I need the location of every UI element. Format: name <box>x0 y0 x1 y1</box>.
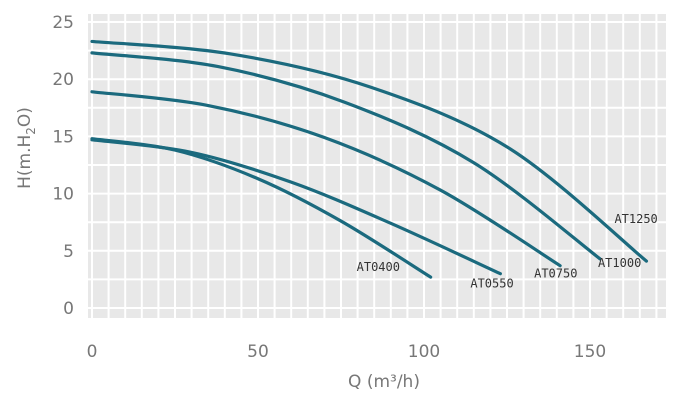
series-curves <box>90 39 649 279</box>
y-axis-label-subscript: 2 <box>24 127 38 135</box>
series-line-at1250 <box>90 39 649 263</box>
series-label-at0550: AT0550 <box>470 277 513 291</box>
series-label-at0750: AT0750 <box>534 267 577 281</box>
x-axis-label: Q (m³/h) <box>348 372 420 392</box>
x-tick-label: 0 <box>87 342 98 362</box>
series-line-at0750 <box>90 90 562 268</box>
x-tick-label: 100 <box>408 342 440 362</box>
y-tick-label: 25 <box>52 13 74 33</box>
series-labels: AT0400 AT0550 AT0750 AT1000 AT1250 <box>357 212 658 291</box>
series-line-at0550 <box>90 138 502 276</box>
series-line-at1000 <box>90 51 602 261</box>
y-axis-label: H(m.H2O) <box>15 107 38 189</box>
y-tick-label: 20 <box>52 70 74 90</box>
y-tick-label: 15 <box>52 127 74 147</box>
x-tick-labels: 0 50 100 150 <box>87 342 607 362</box>
y-axis-label-prefix: H(m.H <box>15 135 35 189</box>
x-tick-label: 50 <box>247 342 269 362</box>
y-tick-labels: 0 5 10 15 20 25 <box>52 13 74 319</box>
y-tick-label: 10 <box>52 185 74 205</box>
x-tick-label: 150 <box>574 342 606 362</box>
y-axis-label-suffix: O) <box>15 107 35 127</box>
series-label-at1000: AT1000 <box>598 256 641 270</box>
y-tick-label: 5 <box>63 242 74 262</box>
series-label-at1250: AT1250 <box>614 212 657 226</box>
series-label-at0400: AT0400 <box>357 260 400 274</box>
y-tick-label: 0 <box>63 299 74 319</box>
